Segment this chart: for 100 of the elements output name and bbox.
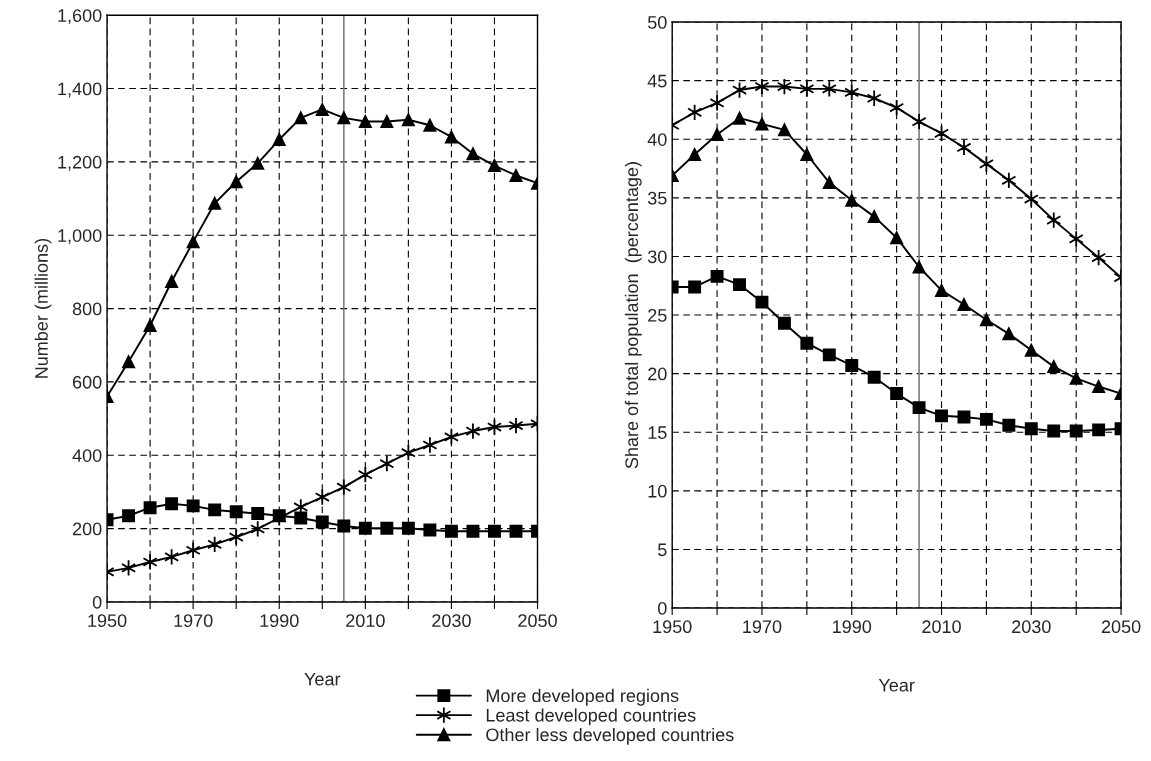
point	[337, 519, 351, 533]
point	[1047, 360, 1061, 374]
point	[733, 278, 746, 292]
point	[379, 455, 395, 473]
point	[956, 138, 972, 157]
legend-label: Other less developed countries	[486, 727, 734, 745]
point	[314, 488, 330, 506]
point	[755, 295, 769, 309]
point	[380, 115, 394, 129]
point	[465, 422, 481, 440]
point	[709, 94, 725, 112]
point	[822, 176, 836, 190]
point	[315, 515, 329, 529]
point	[229, 505, 243, 519]
point	[912, 260, 926, 274]
legend-label: Least developed countries	[486, 708, 696, 726]
x-axis-title: Year	[878, 679, 915, 692]
x-tick-label: 2030	[1012, 620, 1051, 634]
point	[912, 401, 926, 415]
y-tick-label: 40	[647, 133, 667, 146]
point	[466, 147, 480, 161]
point	[315, 103, 329, 116]
legend-label: More developed regions	[486, 688, 679, 706]
y-tick-label: 600	[72, 375, 102, 389]
point	[688, 148, 702, 161]
point	[800, 148, 814, 161]
point	[799, 80, 815, 98]
point	[143, 501, 157, 515]
x-tick-label: 1950	[653, 620, 692, 634]
point	[488, 159, 501, 173]
point	[444, 524, 458, 538]
point	[1046, 211, 1062, 229]
point	[1024, 343, 1038, 357]
point	[466, 524, 480, 538]
y-tick-label: 400	[72, 449, 102, 462]
point	[822, 348, 836, 362]
point	[710, 269, 724, 283]
x-tick-label: 2030	[432, 614, 471, 628]
y-axis-title: Share of total population (percentage)	[624, 162, 642, 469]
point	[165, 274, 179, 288]
point	[979, 313, 993, 327]
x-tick-label: 2050	[518, 614, 557, 628]
point	[957, 298, 971, 311]
point	[423, 118, 437, 132]
point	[380, 521, 394, 535]
point	[867, 210, 881, 224]
x-tick-label: 2010	[922, 620, 961, 634]
point	[294, 511, 308, 525]
point	[294, 111, 308, 125]
x-tick-label: 2010	[346, 614, 385, 628]
point	[423, 523, 437, 537]
y-tick-label: 1,400	[58, 82, 102, 98]
point	[1068, 230, 1084, 248]
point	[1024, 422, 1038, 436]
point	[890, 231, 904, 245]
point	[508, 417, 524, 435]
point	[733, 111, 746, 125]
point	[845, 358, 859, 372]
x-tick-label: 1990	[260, 614, 299, 628]
point	[164, 548, 180, 566]
point	[122, 509, 136, 523]
x-tick-label: 1970	[174, 614, 213, 628]
x-tick-label: 1990	[833, 620, 872, 634]
y-axis-title: Number (millions)	[34, 238, 52, 378]
point	[337, 111, 351, 125]
x-axis-title: Year	[304, 672, 341, 686]
point	[911, 113, 927, 131]
point	[185, 541, 201, 559]
point	[229, 175, 243, 189]
point	[186, 235, 200, 249]
point	[845, 193, 859, 207]
point	[1069, 371, 1083, 385]
point	[250, 520, 266, 538]
point	[1002, 418, 1016, 432]
point	[122, 355, 136, 369]
x-tick-label: 1970	[743, 620, 782, 634]
point	[143, 318, 157, 332]
point	[1092, 423, 1106, 437]
point	[754, 77, 770, 96]
point	[890, 387, 904, 401]
point	[165, 497, 179, 511]
point	[228, 528, 244, 546]
y-tick-label: 15	[648, 426, 667, 439]
y-tick-label: 0	[92, 595, 102, 609]
point	[1069, 424, 1083, 438]
y-tick-label: 35	[647, 191, 667, 205]
point	[1091, 249, 1107, 267]
point	[509, 524, 523, 538]
point	[867, 370, 881, 384]
point	[488, 524, 501, 538]
y-tick-label: 20	[648, 367, 667, 381]
point	[251, 156, 265, 170]
point	[1023, 190, 1039, 208]
point	[710, 128, 724, 142]
y-tick-label: 30	[647, 250, 667, 264]
y-tick-label: 800	[72, 302, 102, 316]
y-tick-label: 5	[658, 543, 667, 557]
point	[444, 130, 458, 144]
point	[358, 115, 372, 129]
y-tick-label: 1,200	[58, 155, 102, 171]
